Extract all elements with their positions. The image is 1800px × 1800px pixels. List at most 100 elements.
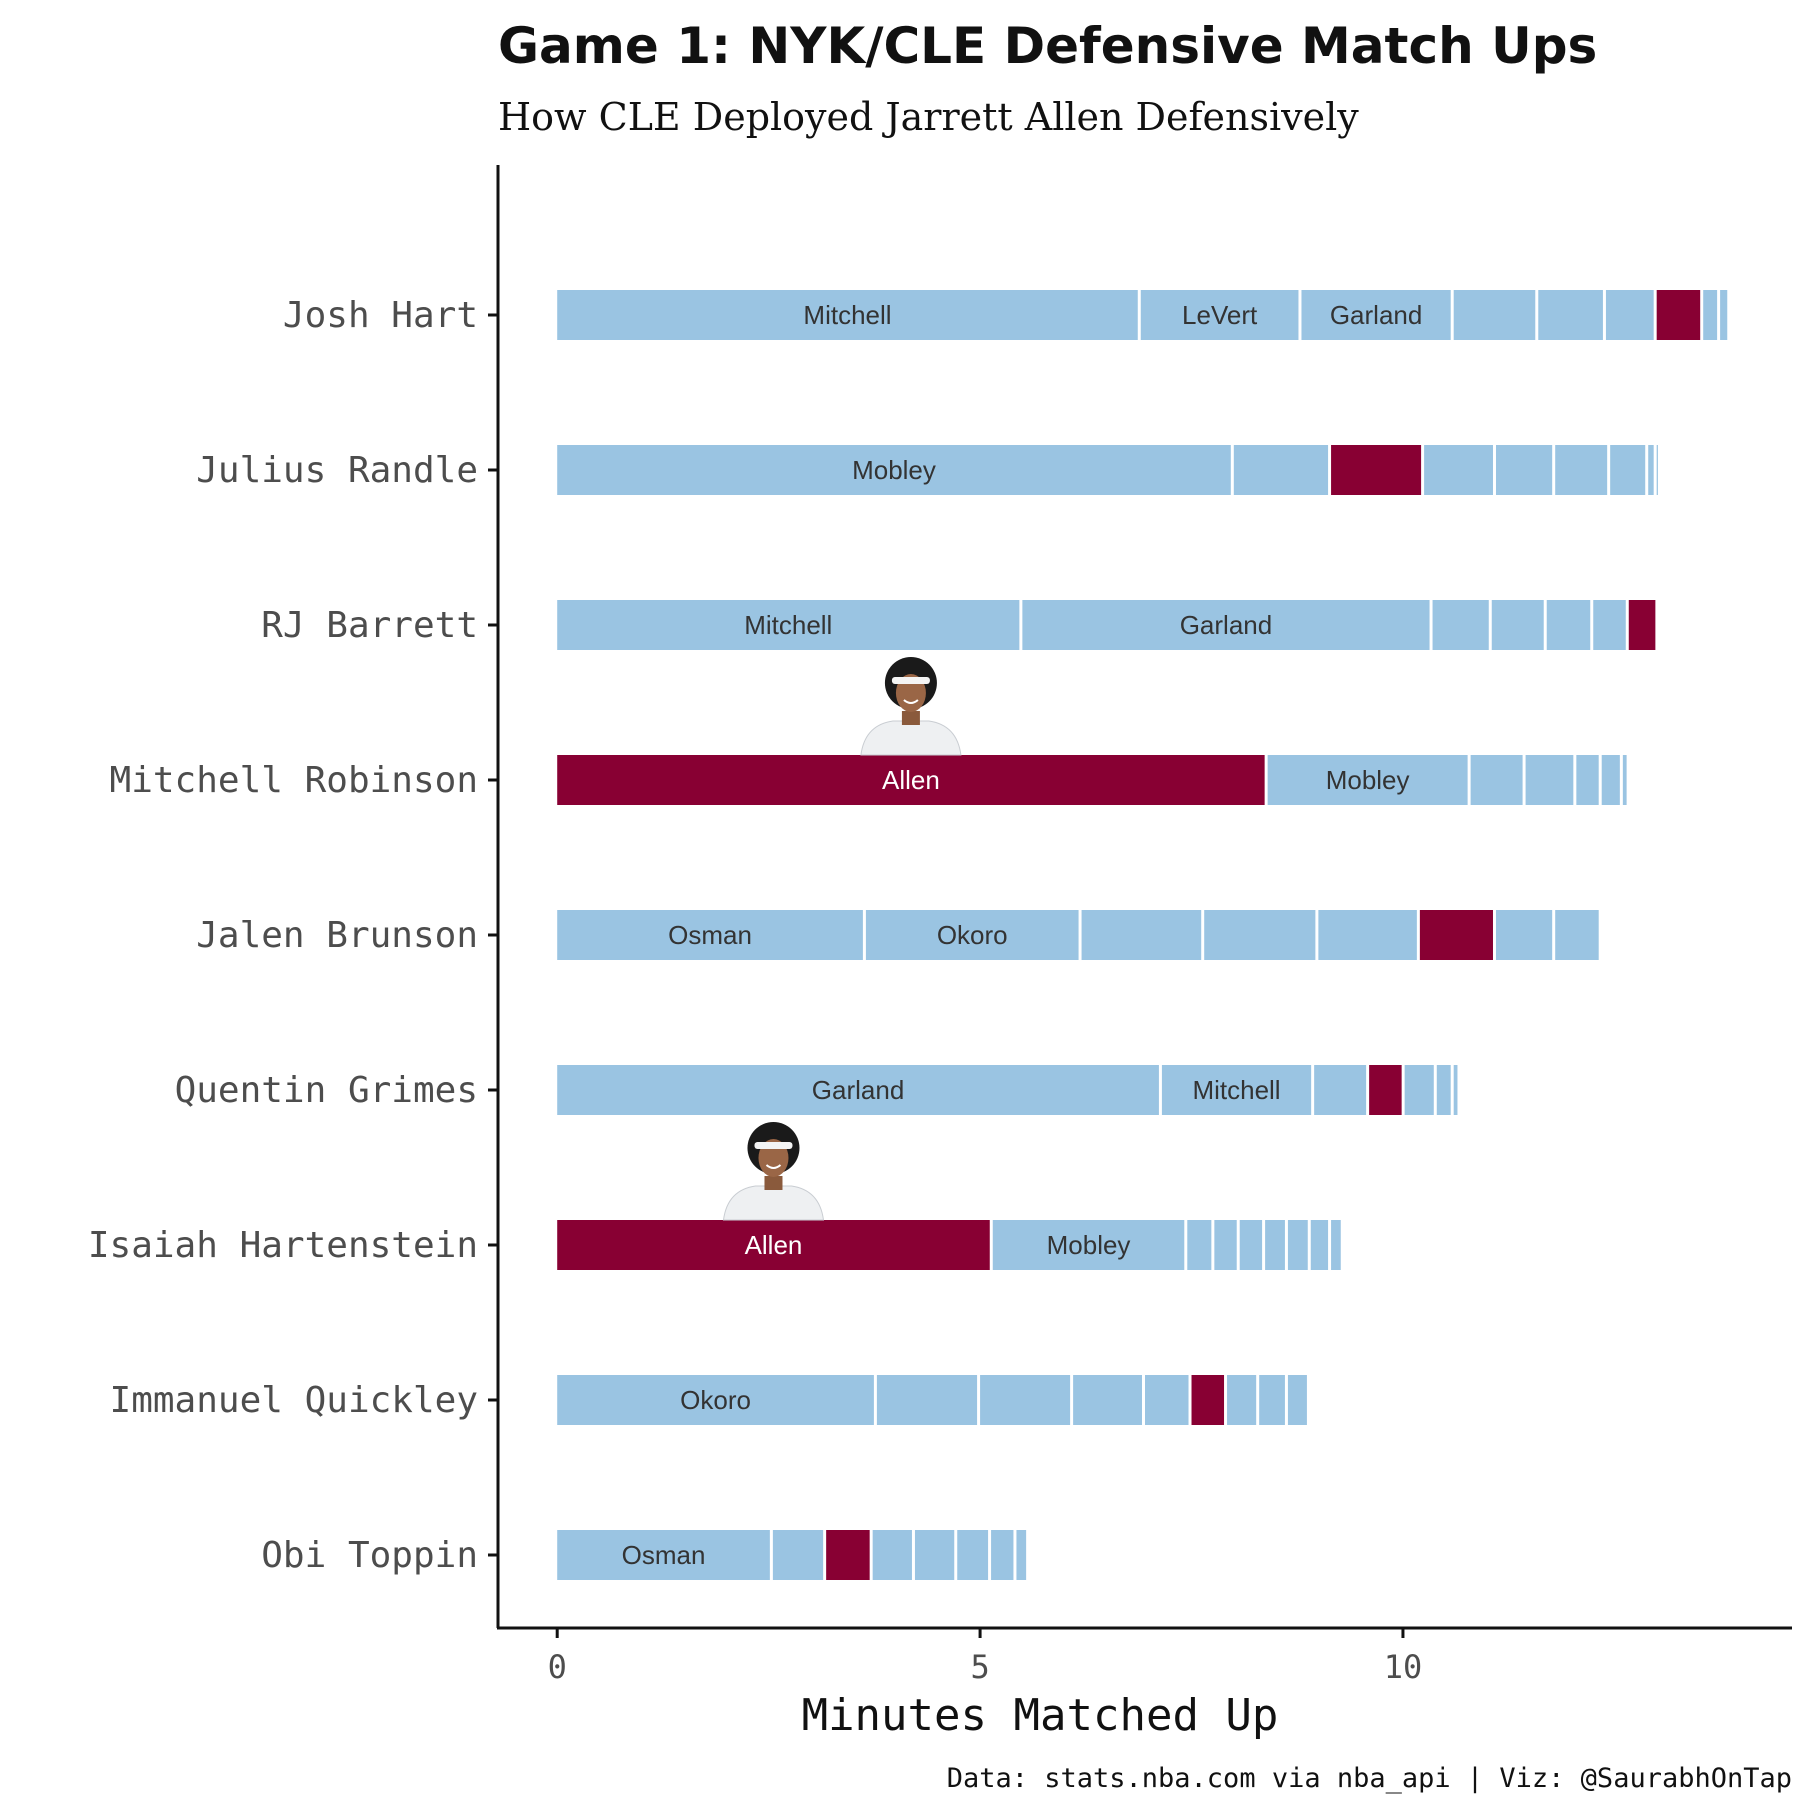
bar-segment [1419,910,1493,960]
bar-segment-label: Mitchell [803,300,891,330]
bar-segment-label: Garland [1180,610,1273,640]
bar-segment [1016,1530,1027,1580]
bar-row: Garland Mitchell [557,1065,1458,1115]
bar-segment [1546,600,1591,650]
bar-segment [1310,1220,1329,1270]
headshot-headband [754,1142,793,1149]
y-tick-label: Obi Toppin [261,1535,478,1576]
headshot-neck [901,711,920,725]
bar-row: Osman Okoro [557,910,1599,960]
bar-segment [1265,1220,1285,1270]
bar-segment [1239,1220,1263,1270]
chart-caption: Data: stats.nba.com via nba_api | Viz: @… [947,1763,1792,1794]
headshot-neck [764,1176,783,1190]
headshot-jersey [860,720,962,756]
bar-segment-label: Garland [812,1075,905,1105]
y-tick-label: Mitchell Robinson [110,760,478,801]
bar-segment [865,910,1079,960]
bar-row: Osman [557,1530,1027,1580]
bar-segment [914,1530,955,1580]
bar-segment [1432,600,1489,650]
bar-segment [1081,910,1202,960]
y-axis: Josh Hart Julius Randle RJ Barrett Mitchell… [88,295,498,1576]
bar-segment [876,1375,978,1425]
y-tick-label: RJ Barrett [261,605,478,646]
x-axis-label: Minutes Matched Up [802,1690,1279,1741]
bar-row: Mitchell Garland [557,600,1656,650]
bar-segment [1538,290,1603,340]
headshot-smile [765,1164,782,1169]
bar-segment [1214,1220,1237,1270]
bar-segment [1404,1065,1434,1115]
bar-segment [957,1530,989,1580]
bar-segment-label: Osman [668,920,752,950]
bar-segment [1424,445,1493,495]
bar-segment [557,755,1265,805]
bar-segment [1593,600,1626,650]
bar-segment [557,1220,990,1270]
y-tick-label: Josh Hart [283,295,478,336]
x-tick-label: 0 [548,1648,567,1686]
bar-segment [557,1065,1159,1115]
bar-segment-label: Mitchell [1192,1075,1280,1105]
bar-segment-label: Allen [745,1230,803,1260]
bar-segment-label: Mobley [1326,765,1410,795]
bar-segment [1331,1220,1341,1270]
bar-segment [1318,910,1417,960]
bar-segment-label: LeVert [1182,300,1258,330]
bar-segment [1656,290,1701,340]
bar-segment [1720,290,1728,340]
bar-segment [1436,1065,1451,1115]
bar-segment [1622,755,1627,805]
bar-segment [872,1530,912,1580]
bar-segment-label: Mobley [1047,1230,1131,1260]
allen-headshot-icon [722,1122,825,1221]
x-tick-label: 5 [970,1648,989,1686]
bar-segment [826,1530,870,1580]
bar-segment [1610,445,1646,495]
bar-segment [557,600,1020,650]
bar-segment [991,1530,1014,1580]
bar-segment [1628,600,1656,650]
bar-segment [557,445,1231,495]
y-tick-label: Isaiah Hartenstein [88,1225,478,1266]
bar-segment [1187,1220,1212,1270]
bar-segment [1161,1065,1312,1115]
bar-segment [1287,1375,1307,1425]
bar-segment-label: Garland [1330,300,1423,330]
bar-segment [1267,755,1468,805]
bar-segment [1369,1065,1402,1115]
y-tick-label: Immanuel Quickley [110,1380,478,1421]
bar-segment [1259,1375,1285,1425]
bar-segment [1491,600,1544,650]
bar-segment [1453,290,1536,340]
bar-segment-label: Mobley [852,455,936,485]
bar-segment-label: Osman [622,1540,706,1570]
bar-segment [1495,445,1553,495]
bar-segment [1656,445,1658,495]
bar-segment [1233,445,1329,495]
x-tick-label: 10 [1384,1648,1423,1686]
bar-segment [1227,1375,1257,1425]
y-tick-label: Quentin Grimes [175,1070,478,1111]
bar-row: Allen Mobley [557,1122,1341,1270]
chart-subtitle: How CLE Deployed Jarrett Allen Defensive… [498,95,1359,139]
bar-segment [1453,1065,1458,1115]
bar-segment [1191,1375,1225,1425]
bar-segment [1204,910,1316,960]
bar-segment [1605,290,1654,340]
chart-title: Game 1: NYK/CLE Defensive Match Ups [498,17,1597,75]
bar-segment [1073,1375,1142,1425]
bar-row: Mobley [557,445,1658,495]
bar-segment [1140,290,1299,340]
bar-segment-label: Mitchell [744,610,832,640]
y-tick-label: Jalen Brunson [196,915,478,956]
bar-segment-label: Okoro [937,920,1008,950]
bar-segment [557,290,1138,340]
bar-segment [557,1375,874,1425]
bar-segment [1495,910,1553,960]
bar-segment [1301,290,1451,340]
bar-segment [1022,600,1430,650]
